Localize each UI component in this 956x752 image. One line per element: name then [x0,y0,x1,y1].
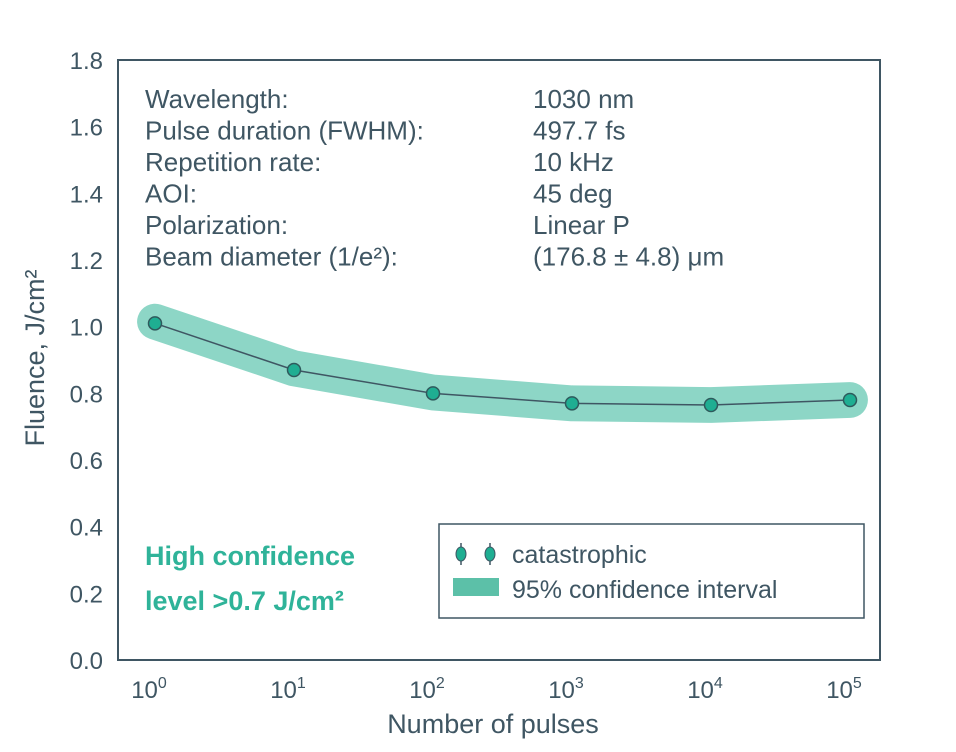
plot-frame [117,59,881,661]
series-line-catastrophic [154,322,851,406]
data-point [425,386,441,401]
legend-frame [438,523,865,619]
y-tick-label: 0.2 [70,581,103,608]
parameter-value: 10 kHz [533,147,614,177]
y-tick-label: 1.4 [70,181,103,208]
parameter-label: Beam diameter (1/e²): [145,242,398,272]
series-marker-layer [147,316,858,413]
legend: catastrophic 95% confidence interval [438,523,865,619]
y-tick-label: 0.6 [70,448,103,475]
parameter-value: 1030 nm [533,84,634,114]
parameter-value: (176.8 ± 4.8) μm [533,242,724,272]
y-tick-label: 0.4 [70,515,103,542]
parameters-block: Wavelength: 1030 nm Pulse duration (FWHM):… [145,84,724,272]
x-tick-label: 103 [548,675,584,704]
data-point [703,397,719,413]
parameter-value: Linear P [533,210,630,240]
legend-label-catastrophic: catastrophic [512,541,647,569]
parameter-value: 497.7 fs [533,116,626,146]
legend-marker-icon [455,543,496,565]
x-tick-label: 105 [826,675,862,704]
y-tick-label: 0.8 [70,381,103,408]
x-tick-label: 104 [687,675,723,704]
y-tick-label: 1.8 [70,48,103,75]
y-tick-labels: 0.0 0.2 0.4 0.6 0.8 1.0 1.2 1.4 1.6 1.8 [70,48,103,675]
y-axis-title: Fluence, J/cm² [20,269,50,446]
parameter-label: Pulse duration (FWHM): [145,116,424,146]
data-point [286,362,302,378]
x-tick-label: 102 [409,675,445,704]
legend-band-swatch [453,578,499,596]
parameter-label: AOI: [145,179,197,209]
series-line-layer [154,322,851,406]
parameter-label: Polarization: [145,210,288,240]
x-tick-label: 101 [270,675,306,704]
y-tick-label: 1.6 [70,115,103,142]
confidence-annotation: High confidence level >0.7 J/cm² [145,541,355,616]
data-point [147,316,163,331]
confidence-band [137,303,868,423]
parameter-label: Wavelength: [145,84,289,114]
confidence-band-layer [137,303,868,423]
legend-label-confidence: 95% confidence interval [512,576,777,604]
annotation-line-2: level >0.7 J/cm² [145,586,344,616]
x-axis-title: Number of pulses [387,709,599,739]
y-tick-label: 1.2 [70,248,103,275]
x-tick-labels: 100 101 102 103 104 105 [131,675,862,704]
data-point [842,392,858,408]
annotation-line-1: High confidence [145,541,355,571]
y-tick-label: 1.0 [70,315,103,342]
y-tick-label: 0.0 [70,648,103,675]
x-tick-label: 100 [131,675,167,704]
parameter-label: Repetition rate: [145,147,321,177]
data-point [564,396,580,411]
parameter-value: 45 deg [533,179,613,209]
